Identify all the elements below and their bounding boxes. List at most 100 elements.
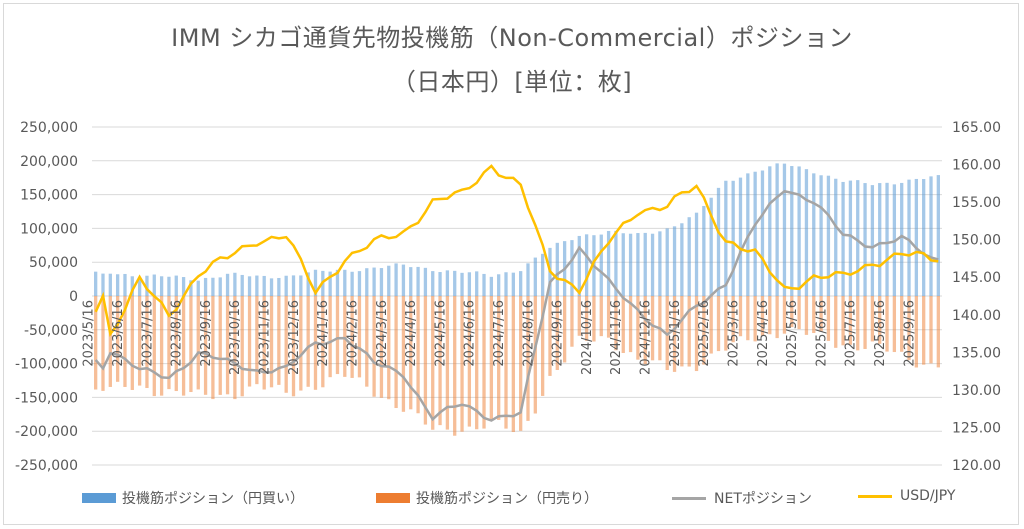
sell-bar [145,296,149,389]
buy-bar [658,231,662,296]
left-axis-tick-label: 100,000 [20,221,78,237]
right-axis-tick-label: 145.00 [952,270,1001,286]
buy-bar [702,205,706,296]
sell-bar [438,296,442,426]
buy-bar [804,169,809,296]
x-axis-tick-label: 2025/9/16 [902,300,917,367]
sell-bar [357,296,362,378]
sell-bar [416,296,420,414]
sell-bar [343,296,347,377]
right-axis-tick-label: 140.00 [952,308,1001,324]
right-axis-tick-label: 130.00 [952,383,1001,399]
sell-bar [372,296,376,397]
sell-bar [181,296,186,396]
buy-bar [475,271,479,296]
left-axis-tick-label: -50,000 [24,323,78,339]
sell-bar [328,296,332,378]
sell-bar [878,296,882,344]
sell-bar [321,296,325,388]
sell-bar [401,296,406,412]
buy-bar [233,272,237,296]
buy-bar [687,217,691,296]
sell-bar [870,296,875,342]
buy-bar [137,277,142,296]
sell-bar [907,296,911,361]
buy-bar [519,271,523,296]
buy-bar [885,182,889,296]
sell-bar [130,296,134,390]
buy-bar [467,272,472,296]
x-axis-tick-label: 2025/3/16 [726,300,741,367]
sell-bar [460,296,464,432]
sell-bar [291,296,296,397]
sell-bar [269,296,274,388]
right-axis-tick-label: 120.00 [952,458,1001,474]
sell-bar [716,296,721,352]
chart-subtitle: （日本円）[単位：枚] [391,68,633,96]
buy-bar [343,269,347,296]
buy-bar [577,235,581,296]
sell-bar [606,296,611,338]
x-axis-tick-label: 2025/1/16 [668,300,683,367]
sell-bar [467,296,472,427]
sell-bar [577,296,581,336]
sell-bar [621,296,625,353]
sell-bar [453,296,457,436]
buy-bar [101,273,105,296]
bars-layer [94,163,940,436]
x-axis-tick-label: 2023/10/16 [228,300,243,375]
buy-bar [167,276,171,296]
buy-bar [255,275,259,296]
buy-bar [416,266,420,296]
buy-bar [716,187,721,296]
buy-bar [152,274,156,296]
buy-bar [115,274,120,296]
sell-bar [848,296,853,345]
sell-bar [775,296,779,339]
buy-bar [504,272,508,296]
sell-bar [834,296,838,348]
legend-label-buy: 投機筋ポジション（円買い） [122,491,304,507]
sell-bar [350,296,354,378]
sell-bar [584,296,589,341]
buy-bar [174,275,178,296]
x-axis-tick-label: 2024/4/16 [404,300,419,367]
legend-item-sell: 投機筋ポジション（円売り） [376,488,598,508]
buy-bar [936,175,940,296]
buy-bar [555,242,559,296]
buy-bar [159,276,164,296]
buy-bar [299,275,303,296]
buy-bar [365,268,369,296]
buy-bar [335,269,340,296]
x-axis-tick-label: 2023/8/16 [170,300,185,367]
buy-bar [584,234,589,296]
buy-bar [240,274,244,296]
sell-bar [709,296,713,354]
sell-bar [277,296,281,385]
sell-bar [394,296,398,409]
sell-bar [379,296,384,398]
buy-bar [387,265,391,296]
sell-bar [211,296,215,400]
sell-bar [731,296,735,343]
sell-bar [306,296,310,387]
buy-bar [269,278,274,296]
buy-bar [599,234,603,296]
buy-bar [247,276,252,296]
buy-bar [379,268,384,296]
sell-bar [768,296,772,335]
buy-bar [841,181,845,296]
sell-bar [782,296,787,334]
buy-bar [790,166,794,296]
sell-bar [760,296,765,336]
buy-bar [709,197,713,296]
buy-bar [540,253,545,296]
x-axis-tick-label: 2024/3/16 [375,300,390,367]
left-axis-tick-label: 200,000 [20,154,78,170]
x-axis-tick-label: 2023/12/16 [287,300,302,375]
sell-bar [650,296,655,361]
legend-label-usdjpy: USD/JPY [900,488,956,504]
buy-bar [453,270,457,296]
left-axis-tick-label: -250,000 [15,458,78,474]
